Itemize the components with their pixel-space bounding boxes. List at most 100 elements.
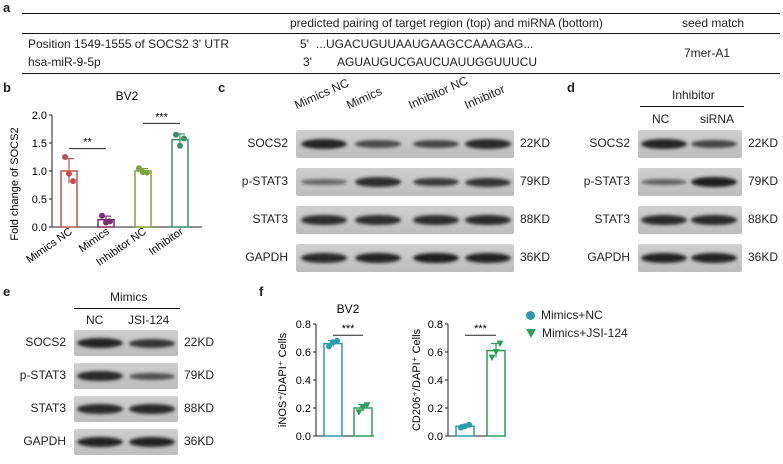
blot-strip: [638, 206, 742, 234]
protein-band: [129, 372, 175, 380]
chart-f2-marks: 0.0 0.2 0.4 0.6 0.8 ***: [428, 319, 506, 443]
y-tick-label: 0.0: [32, 222, 47, 234]
protein-band: [129, 404, 175, 414]
panel-label-b: b: [3, 80, 11, 95]
table-bottom-rule: [22, 73, 780, 74]
protein-label: GAPDH: [245, 250, 288, 264]
chart-f1-ylabel: iNOS⁺/DAPI⁺ Cells: [277, 332, 289, 427]
protein-band: [301, 215, 347, 225]
bar: [134, 170, 152, 228]
blot-strip: [74, 429, 178, 455]
y-tick-label: 0.4: [296, 375, 311, 387]
row1-prime: 5': [300, 37, 309, 51]
protein-band: [77, 371, 123, 381]
protein-band: [129, 436, 175, 448]
y-tick-label: 0.8: [428, 319, 443, 331]
data-point: [70, 178, 76, 185]
protein-band: [641, 252, 687, 264]
data-point: [488, 354, 496, 362]
blot-strip: [296, 206, 514, 234]
lane-label: Mimics NC: [292, 75, 351, 112]
protein-label: GAPDH: [587, 250, 630, 264]
row2-label: hsa-miR-9-5p: [28, 55, 101, 69]
molecular-weight-label: 22KD: [520, 136, 551, 150]
data-point: [492, 349, 500, 356]
protein-label: STAT3: [252, 212, 288, 226]
molecular-weight-label: 79KD: [184, 368, 215, 382]
significance-label: ***: [474, 323, 488, 335]
molecular-weight-label: 79KD: [748, 174, 779, 188]
protein-band: [691, 215, 737, 225]
lane-label: siRNA: [700, 112, 735, 126]
protein-band: [77, 404, 123, 414]
table-header-pairing: predicted pairing of target region (top)…: [290, 16, 603, 30]
molecular-weight-label: 79KD: [520, 174, 551, 188]
blot-strip: [74, 396, 178, 422]
table-mid-rule: [22, 33, 780, 34]
significance-label: **: [83, 137, 92, 149]
y-tick-label: 1.5: [32, 138, 47, 150]
blot-strip: [74, 330, 178, 356]
y-tick-label: 0.0: [296, 431, 311, 443]
protein-band: [77, 337, 123, 349]
protein-label: p-STAT3: [241, 174, 288, 188]
legend-label-jsi: Mimics+JSI-124: [542, 326, 628, 340]
protein-band: [465, 252, 511, 264]
protein-band: [301, 138, 347, 150]
y-tick-label: 0.8: [296, 319, 311, 331]
data-point: [144, 169, 150, 176]
y-tick-label: 0.6: [428, 347, 443, 359]
protein-band: [355, 177, 401, 187]
blot-strip: [638, 130, 742, 158]
significance-label: ***: [342, 323, 356, 335]
panel-label-e: e: [3, 284, 11, 299]
protein-band: [77, 436, 123, 448]
protein-band: [413, 177, 459, 187]
protein-label: SOCS2: [589, 136, 630, 150]
protein-band: [355, 215, 401, 225]
molecular-weight-label: 36KD: [520, 250, 551, 264]
data-point: [466, 421, 472, 428]
legend-f: Mimics+NC Mimics+JSI-124: [526, 306, 628, 342]
table-top-rule: [22, 13, 780, 14]
bar: [323, 342, 343, 437]
y-tick-label: 0.2: [428, 403, 443, 415]
protein-band: [691, 252, 737, 264]
protein-label: STAT3: [30, 401, 66, 415]
protein-band: [691, 140, 737, 148]
y-tick-label: 0.2: [296, 403, 311, 415]
protein-label: p-STAT3: [583, 174, 630, 188]
bar: [353, 407, 373, 437]
significance-label: ***: [155, 111, 169, 123]
data-point: [326, 343, 332, 350]
blot-strip: [296, 130, 514, 158]
data-point: [62, 154, 68, 160]
panel-label-d: d: [567, 80, 575, 95]
circle-marker-icon: [526, 310, 535, 320]
data-point: [173, 131, 179, 138]
bar: [171, 138, 189, 228]
row1-sequence: ...UGACUGUUAAUGAAGCCAAAGAG...: [316, 37, 534, 51]
chart-f2: CD206⁺/DAPI⁺ Cells 0.0 0.2 0.4 0.6 0.8 ***: [411, 319, 506, 443]
group-label: Inhibitor: [672, 88, 715, 102]
molecular-weight-label: 88KD: [748, 212, 779, 226]
lane-label: JSI-124: [128, 313, 170, 327]
x-tick-label: Inhibitor: [147, 225, 186, 257]
protein-label: STAT3: [594, 212, 630, 226]
chart-f1-title: BV2: [337, 302, 360, 316]
y-tick-label: 1.0: [32, 166, 47, 178]
y-tick-label: 0.5: [32, 194, 47, 206]
data-point: [359, 405, 367, 412]
molecular-weight-label: 88KD: [184, 401, 215, 415]
protein-band: [129, 338, 175, 348]
data-point: [66, 170, 72, 177]
blot-strip: [296, 244, 514, 272]
blot-strip: [296, 168, 514, 196]
data-point: [363, 402, 371, 409]
data-point: [177, 142, 183, 149]
panel-label-c: c: [218, 80, 226, 95]
row1-label: Position 1549-1555 of SOCS2 3' UTR: [28, 37, 230, 51]
y-tick-label: 2.0: [32, 110, 47, 122]
chart-b-ylabel: Fold change of SOCS2: [9, 127, 21, 240]
chart-f1: BV2 iNOS⁺/DAPI⁺ Cells 0.0 0.2 0.4 0.6 0.8 ***: [277, 302, 374, 443]
